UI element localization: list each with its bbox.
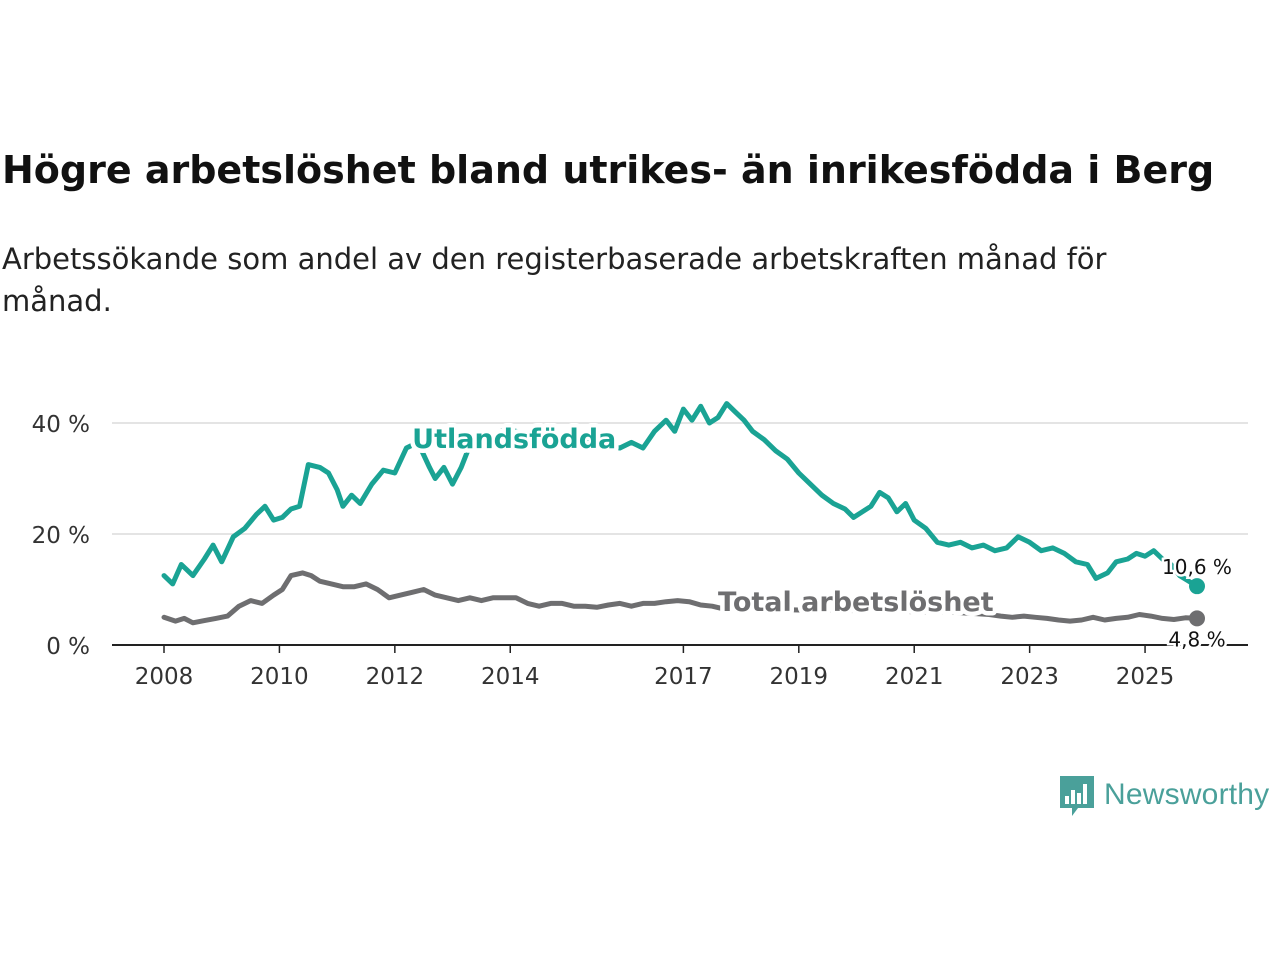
series-label-total: Total arbetslöshet (718, 587, 994, 618)
series-labels: 10,6 % Utlandsfödda 4,8 % Total arbetslöshe… (408, 419, 1235, 653)
x-tick-label: 2010 (250, 664, 309, 690)
series-line-foreign (161, 401, 1200, 589)
end-value-label-foreign: 10,6 % (1162, 555, 1232, 579)
end-point-foreign (1189, 578, 1205, 595)
y-tick-label: 20 % (32, 523, 90, 549)
x-tick-label: 2014 (481, 664, 540, 690)
end-value-label-total: 4,8 % (1168, 627, 1225, 651)
x-tick-label: 2017 (654, 664, 713, 690)
x-tick-label: 2021 (885, 664, 944, 690)
series-label-foreign: Utlandsfödda (412, 424, 616, 455)
chart-subtitle: Arbetssökande som andel av den registerb… (2, 242, 1107, 318)
x-axis-ticks: 2008 2010 2012 2014 2017 2019 2021 2023 2025 (135, 645, 1175, 690)
x-tick-label: 2023 (1000, 664, 1059, 690)
series-layer (161, 401, 1205, 627)
newsworthy-logo-icon (1060, 776, 1094, 816)
x-tick-label: 2019 (770, 664, 829, 690)
x-tick-label: 2025 (1116, 664, 1175, 690)
line-chart: 0 % 20 % 40 % 2008 2010 2012 2014 2017 2019 2021… (32, 401, 1248, 690)
newsworthy-logo[interactable]: Newsworthy (1058, 772, 1269, 818)
y-tick-label: 40 % (32, 412, 90, 438)
y-tick-label: 0 % (46, 634, 90, 660)
y-axis-ticks: 0 % 20 % 40 % (32, 412, 90, 660)
end-point-total (1189, 610, 1205, 627)
chart-title: Högre arbetslöshet bland utrikes- än inr… (2, 148, 1215, 192)
brand-name: Newsworthy (1104, 778, 1270, 811)
grid-layer (112, 422, 1248, 646)
x-tick-label: 2008 (135, 664, 194, 690)
x-tick-label: 2012 (366, 664, 425, 690)
series-line-total (161, 570, 1200, 626)
